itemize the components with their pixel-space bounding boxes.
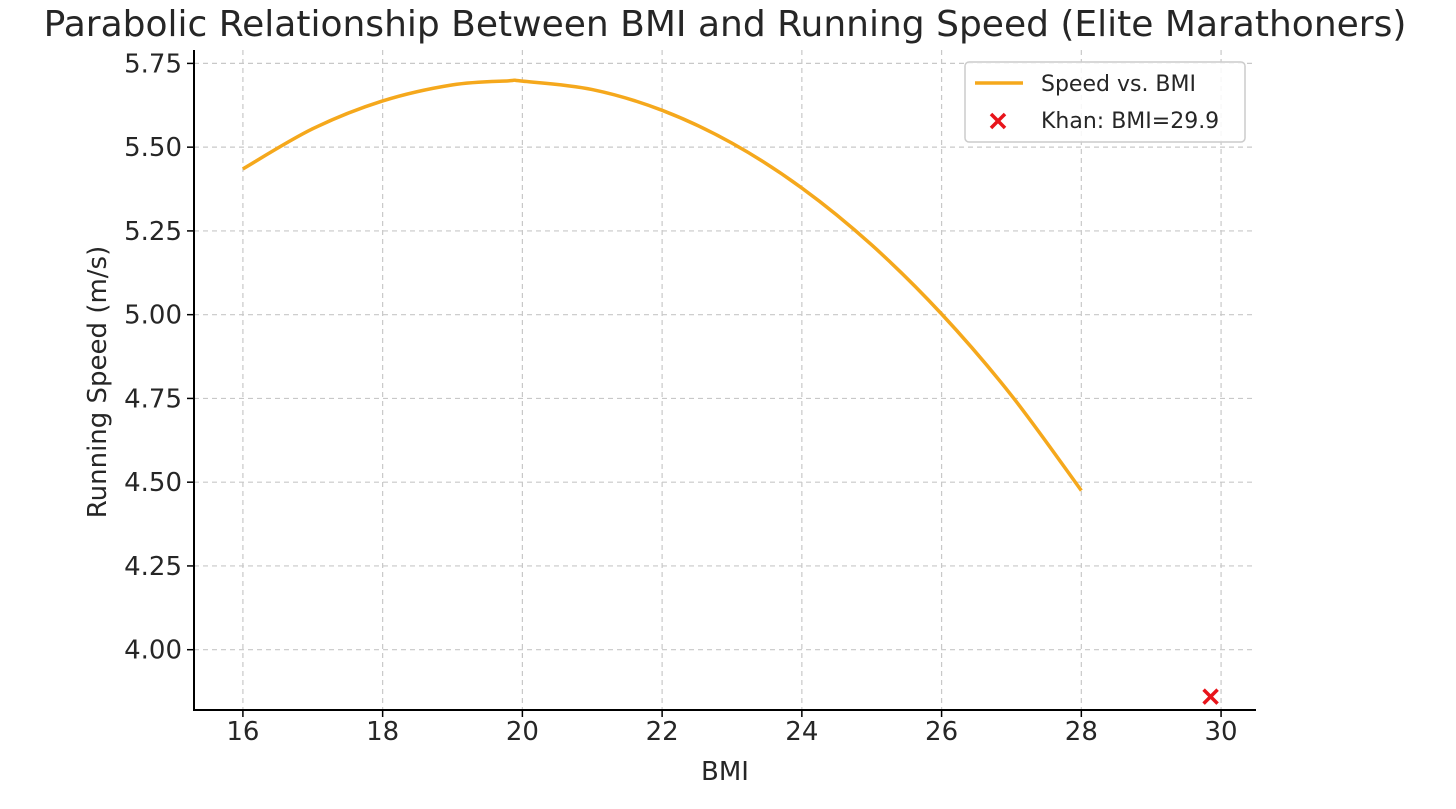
x-tick-label: 16 bbox=[226, 717, 259, 747]
x-axis-label: BMI bbox=[701, 757, 749, 787]
y-tick-label: 4.25 bbox=[124, 552, 182, 582]
y-tick-label: 5.25 bbox=[124, 217, 182, 247]
series-line-speed-vs-bmi bbox=[242, 78, 1083, 492]
x-tick-label: 20 bbox=[506, 717, 539, 747]
y-tick-label: 5.00 bbox=[124, 301, 182, 331]
x-tick-label: 24 bbox=[785, 717, 818, 747]
series-layer bbox=[242, 78, 1219, 705]
legend-x-marker-icon bbox=[989, 112, 1007, 130]
y-axis-label: Running Speed (m/s) bbox=[83, 246, 113, 519]
legend-label-khan: Khan: BMI=29.9 bbox=[1041, 109, 1219, 134]
x-tick-label: 22 bbox=[646, 717, 679, 747]
grid-layer bbox=[194, 50, 1256, 710]
legend: Speed vs. BMI Khan: BMI=29.9 bbox=[964, 61, 1246, 143]
y-tick-label: 5.50 bbox=[124, 133, 182, 163]
x-tick-label: 26 bbox=[925, 717, 958, 747]
legend-box bbox=[964, 61, 1246, 143]
y-tick-label: 4.00 bbox=[124, 636, 182, 666]
scatter-point-khan bbox=[1202, 688, 1219, 705]
axes-layer bbox=[193, 50, 1256, 711]
y-tick-label: 4.75 bbox=[124, 384, 182, 414]
x-tick-label: 18 bbox=[366, 717, 399, 747]
x-tick-label: 30 bbox=[1205, 717, 1238, 747]
ticks-layer: 16 18 20 22 24 26 28 30 4.00 4.25 4.50 4.75 5.00 5.25… bbox=[124, 49, 1238, 747]
y-tick-label: 5.75 bbox=[124, 49, 182, 79]
legend-label-speed: Speed vs. BMI bbox=[1041, 72, 1196, 97]
chart-title: Parabolic Relationship Between BMI and R… bbox=[44, 4, 1407, 45]
x-tick-label: 28 bbox=[1065, 717, 1098, 747]
y-tick-label: 4.50 bbox=[124, 468, 182, 498]
